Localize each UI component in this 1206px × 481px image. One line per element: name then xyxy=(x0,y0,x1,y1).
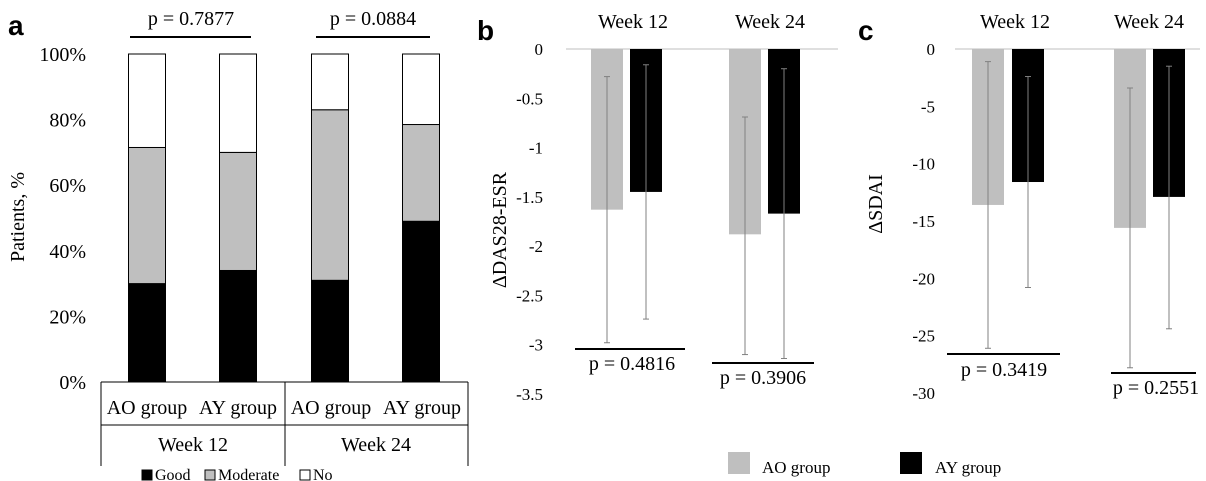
panel-a-letter: a xyxy=(8,10,24,41)
panel-a-ytick-1: 20% xyxy=(49,306,86,328)
panel-a-ytick-5: 100% xyxy=(39,44,86,66)
panel-a-category-table xyxy=(100,381,469,466)
panel-c: c ΔSDAI Week 12 Week 24 0 -5 -10 -15 -20 -25 -… xyxy=(858,11,1200,403)
panel-a-group-week12: Week 12 xyxy=(158,434,228,456)
panel-a-xtick-3: AY group xyxy=(383,397,461,419)
panel-a-xtick-2: AO group xyxy=(291,397,372,419)
panel-b-ytick-0: 0 xyxy=(535,40,544,59)
panel-c-week12-label: Week 12 xyxy=(980,11,1050,33)
legend-good-label: Good xyxy=(155,467,191,481)
panel-b-ytick-6: -3 xyxy=(529,336,543,355)
panel-b-letter: b xyxy=(477,15,494,46)
panel-c-pvalue-0: p = 0.3419 xyxy=(961,359,1047,381)
panel-a-bar-moderate-1 xyxy=(219,151,257,271)
panel-a: a Patients, % 0% 20% 40% 60% 80% 100% AO grou… xyxy=(7,8,469,481)
panel-a-bar-no-2 xyxy=(311,53,349,111)
legend-moderate-swatch xyxy=(204,469,216,481)
panel-a-pvalue-0: p = 0.7877 xyxy=(148,8,234,30)
panel-a-bar-moderate-0 xyxy=(128,146,166,285)
panel-a-bar-good-3 xyxy=(402,220,440,383)
legend-ao-label: AO group xyxy=(762,458,830,477)
panel-c-week24-label: Week 24 xyxy=(1114,11,1184,33)
panel-b-pvalue-1: p = 0.3906 xyxy=(720,367,806,389)
panel-b-pvalue-0: p = 0.4816 xyxy=(589,353,675,375)
panel-a-ytick-2: 40% xyxy=(49,241,86,263)
panel-b-ytick-1: -0.5 xyxy=(516,89,543,108)
panel-a-bar-moderate-2 xyxy=(311,109,349,281)
panel-b-ytick-2: -1 xyxy=(529,139,543,158)
panel-b-ytick-4: -2 xyxy=(529,237,543,256)
panel-a-group-week24: Week 24 xyxy=(341,434,411,456)
panel-b-ytick-3: -1.5 xyxy=(516,188,543,207)
panel-c-ytick-5: -25 xyxy=(912,327,935,346)
panel-a-yticks: 0% 20% 40% 60% 80% 100% xyxy=(39,44,86,394)
legend-good-swatch xyxy=(141,469,153,481)
panel-a-xtick-0: AO group xyxy=(107,397,188,419)
panel-b-bars xyxy=(591,49,800,360)
panel-c-ytick-2: -10 xyxy=(912,155,935,174)
panel-c-ytick-0: 0 xyxy=(927,40,936,59)
panel-a-legend: Good Moderate No xyxy=(141,467,333,481)
panel-c-ytick-3: -15 xyxy=(912,212,935,231)
panel-b-week24-label: Week 24 xyxy=(735,11,805,33)
panel-c-ylabel: ΔSDAI xyxy=(865,174,887,234)
legend-ay-label: AY group xyxy=(935,458,1001,477)
panel-c-ytick-1: -5 xyxy=(921,97,935,116)
legend-bc: AO group AY group xyxy=(728,452,1001,477)
panel-a-xtick-1: AY group xyxy=(199,397,277,419)
panel-b-ylabel: ΔDAS28-ESR xyxy=(489,171,511,288)
panel-c-ytick-4: -20 xyxy=(912,269,935,288)
panel-a-bar-no-0 xyxy=(128,53,166,148)
panel-a-ytick-0: 0% xyxy=(59,372,86,394)
panel-c-bars xyxy=(972,49,1185,369)
panel-a-bar-good-2 xyxy=(311,279,349,383)
panel-c-yticks: 0 -5 -10 -15 -20 -25 -30 xyxy=(912,40,935,403)
panel-c-ytick-6: -30 xyxy=(912,384,935,403)
panel-a-ylabel: Patients, % xyxy=(7,172,29,262)
legend-moderate-label: Moderate xyxy=(218,467,279,481)
panel-a-bars xyxy=(128,53,440,383)
legend-ao-swatch xyxy=(728,452,750,474)
panel-b-week12-label: Week 12 xyxy=(598,11,668,33)
panel-a-ytick-3: 60% xyxy=(49,175,86,197)
panel-b-ytick-5: -2.5 xyxy=(516,286,543,305)
legend-ay-swatch xyxy=(900,452,922,474)
legend-no-label: No xyxy=(313,467,333,481)
panel-a-bar-moderate-3 xyxy=(402,124,440,222)
panel-c-letter: c xyxy=(858,15,874,46)
panel-b: b ΔDAS28-ESR Week 12 Week 24 0 -0.5 -1 -1.5… xyxy=(477,11,838,404)
legend-no-swatch xyxy=(299,469,311,481)
panel-a-bar-good-0 xyxy=(128,283,166,383)
panel-a-bar-good-1 xyxy=(219,269,257,383)
panel-a-bar-no-3 xyxy=(402,53,440,126)
panel-a-pvalue-1: p = 0.0884 xyxy=(330,8,416,30)
panel-c-pvalue-1: p = 0.2551 xyxy=(1113,377,1199,399)
panel-a-ytick-4: 80% xyxy=(49,110,86,132)
panel-b-ytick-7: -3.5 xyxy=(516,385,543,404)
panel-a-bar-no-1 xyxy=(219,53,257,153)
panel-b-yticks: 0 -0.5 -1 -1.5 -2 -2.5 -3 -3.5 xyxy=(516,40,543,404)
